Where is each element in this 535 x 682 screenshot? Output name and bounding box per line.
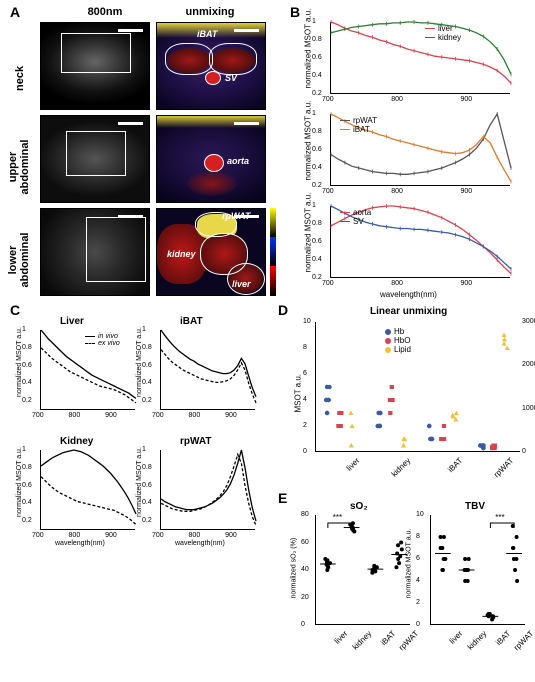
panel-a-label: A — [10, 4, 20, 20]
anno-kidney: kidney — [167, 249, 196, 259]
panel-c-label: C — [10, 302, 20, 318]
anno-rpwat: rpWAT — [222, 211, 250, 221]
anno-ibat: iBAT — [197, 29, 217, 39]
lower-800nm-image — [40, 208, 150, 296]
upper-800nm-image — [40, 115, 150, 203]
neck-unmixing-image: iBAT SV — [156, 22, 266, 110]
anno-aorta: aorta — [227, 156, 249, 166]
col-header-unmixing: unmixing — [160, 6, 260, 18]
row-upper-label: upperabdominal — [7, 132, 31, 202]
panel-b-chart-0 — [330, 22, 510, 94]
lower-unmixing-image: rpWAT kidney liver — [156, 208, 266, 296]
panel-e-chart-0 — [315, 515, 410, 625]
panel-e-label: E — [278, 490, 287, 506]
anno-sv: SV — [225, 73, 237, 83]
neck-800nm-image — [40, 22, 150, 110]
panel-d-label: D — [278, 302, 288, 318]
upper-unmixing-image: aorta — [156, 115, 266, 203]
panel-d-title: Linear unmixing — [370, 306, 447, 317]
colorbar-red — [270, 266, 276, 296]
panel-c-chart-1 — [160, 330, 255, 410]
panel-d-scatter — [315, 322, 520, 452]
row-lower-label: lowerabdominal — [7, 225, 31, 295]
panel-e-chart-1 — [430, 515, 525, 625]
panel-c-chart-3 — [160, 450, 255, 530]
panel-b-label: B — [290, 4, 300, 20]
anno-liver: liver — [232, 279, 251, 289]
colorbar-yellow — [270, 208, 276, 237]
col-header-800nm: 800nm — [60, 6, 150, 18]
colorbar-blue — [270, 237, 276, 266]
panel-c-chart-2 — [40, 450, 135, 530]
row-neck-label: neck — [14, 41, 26, 91]
